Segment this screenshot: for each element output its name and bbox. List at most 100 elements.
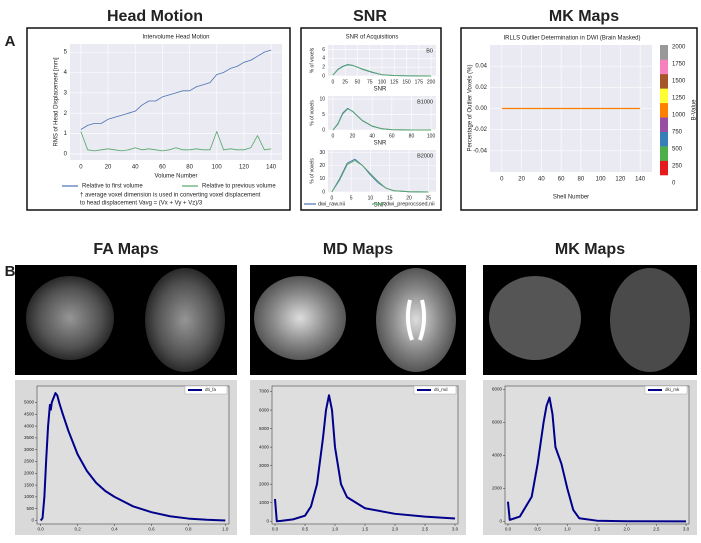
legend-label: Relative to previous volume [202,184,276,190]
x-tick-label: 75 [367,79,373,85]
x-tick-label: 0 [332,79,335,85]
y-tick-label: 4 [64,70,68,76]
colorbar-tick-label: 0 [672,181,676,187]
plot-area [328,96,436,130]
chart-title: MD Maps [323,241,393,258]
y-tick-label: 4000 [492,453,503,458]
data-line [332,64,432,77]
y-tick-label: 8000 [492,386,503,391]
x-axis-label: SNR [374,141,387,147]
legend-box [413,385,457,395]
y-tick-label: 5 [322,112,325,118]
colorbar-segment [660,59,668,75]
x-tick-label: 125 [390,79,399,85]
x-tick-label: 2.0 [392,527,399,532]
y-tick-label: 0 [31,518,34,523]
x-axis-label: Shell Number [553,195,589,201]
y-tick-label: 0.00 [475,106,487,112]
chart-subtitle: IRLLS Outlier Determination in DWI (Brai… [503,36,640,42]
note: † average voxel dimension is used in con… [80,193,261,199]
data-line [80,131,272,152]
y-tick-label: 4500 [24,411,35,416]
x-tick-label: 0.0 [272,527,279,532]
data-line [80,49,272,130]
x-tick-label: 0 [500,177,504,183]
x-tick-label: 3.0 [683,527,690,532]
colorbar-tick-label: 1250 [672,96,686,102]
plot-area [271,385,459,525]
y-tick-label: 2 [322,64,325,70]
x-tick-label: 1.5 [362,527,369,532]
colorbar-segment [660,45,668,60]
x-tick-label: 40 [369,133,375,139]
x-tick-label: 40 [132,165,139,171]
chart-subtitle: SNR of Acquisitions [346,35,399,41]
x-tick-label: 100 [427,133,436,139]
x-tick-label: 0.8 [185,527,192,532]
legend-label: dwi_preprocssed.nii [386,201,435,207]
y-tick-label: 1 [64,131,68,137]
colorbar-tick-label: 250 [672,164,683,170]
x-tick-label: 0.4 [111,527,118,532]
panel-title: B1000 [417,99,433,105]
y-tick-label: 6 [322,47,325,53]
x-tick-label: 2.0 [624,527,631,532]
brain-images [15,265,697,375]
panel-frame [300,27,442,211]
x-tick-label: 0.2 [74,527,81,532]
colorbar-segment [660,117,668,132]
chart-title: MK Maps [555,241,625,258]
y-tick-label: 0.04 [475,64,487,70]
x-tick-label: 175 [415,79,424,85]
data-line [506,396,687,523]
colorbar-segment [660,131,668,147]
y-tick-label: 5000 [259,426,270,431]
y-tick-label: 0 [64,151,68,157]
plot-area [504,385,690,525]
data-line [274,394,456,523]
x-tick-label: 140 [635,177,646,183]
panel-label: B [5,263,16,280]
x-tick-label: 0.0 [38,527,45,532]
y-tick-label: 3000 [259,463,270,468]
legend-box [184,385,228,395]
x-tick-label: 120 [615,177,626,183]
colorbar-segment [660,88,668,104]
x-tick-label: 40 [538,177,545,183]
y-tick-label: 3500 [24,435,35,440]
x-tick-label: 0.6 [148,527,155,532]
chart-title: SNR [353,8,387,25]
x-tick-label: 120 [239,165,250,171]
colorbar-tick-label: 1500 [672,79,686,85]
y-axis-label: % of voxels [309,100,315,126]
colorbar-segment [660,160,668,176]
y-tick-label: 2 [64,111,68,117]
y-axis-label: Percentage of Outlier Voxels (%) [468,64,474,151]
x-tick-label: 2.5 [422,527,429,532]
y-axis-label: % of voxels [309,47,315,73]
image-slice [376,268,456,372]
y-tick-label: 0 [322,127,325,133]
x-tick-label: 20 [518,177,525,183]
x-tick-label: 0 [330,195,333,201]
colorbar-segment [660,73,668,89]
y-tick-label: 0 [322,189,325,195]
legend-label: dwi_raw.nii [318,201,345,207]
y-tick-label: 7000 [259,389,270,394]
colorbar-tick-label: 1750 [672,62,686,68]
x-tick-label: 1.0 [332,527,339,532]
plot-area [70,44,282,160]
panel-frame [26,27,291,211]
x-tick-label: 20 [406,195,412,201]
legend-label: Relative to first volume [82,184,143,190]
x-tick-label: 100 [378,79,387,85]
y-tick-label: 4 [322,56,325,62]
x-tick-label: 0 [79,165,83,171]
legend-box [644,385,688,395]
x-tick-label: 2.5 [653,527,660,532]
y-tick-label: 4000 [24,423,35,428]
image-slice [610,268,690,372]
colorbar-tick-label: 2000 [672,45,686,51]
image-slice [145,268,225,372]
